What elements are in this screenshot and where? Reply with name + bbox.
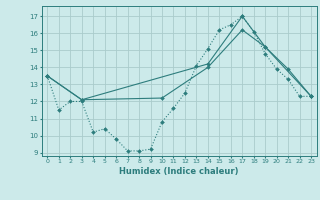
X-axis label: Humidex (Indice chaleur): Humidex (Indice chaleur)	[119, 167, 239, 176]
